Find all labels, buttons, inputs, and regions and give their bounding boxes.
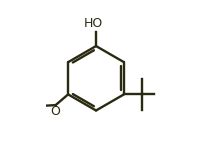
Text: O: O — [51, 106, 61, 118]
Text: HO: HO — [84, 17, 103, 30]
